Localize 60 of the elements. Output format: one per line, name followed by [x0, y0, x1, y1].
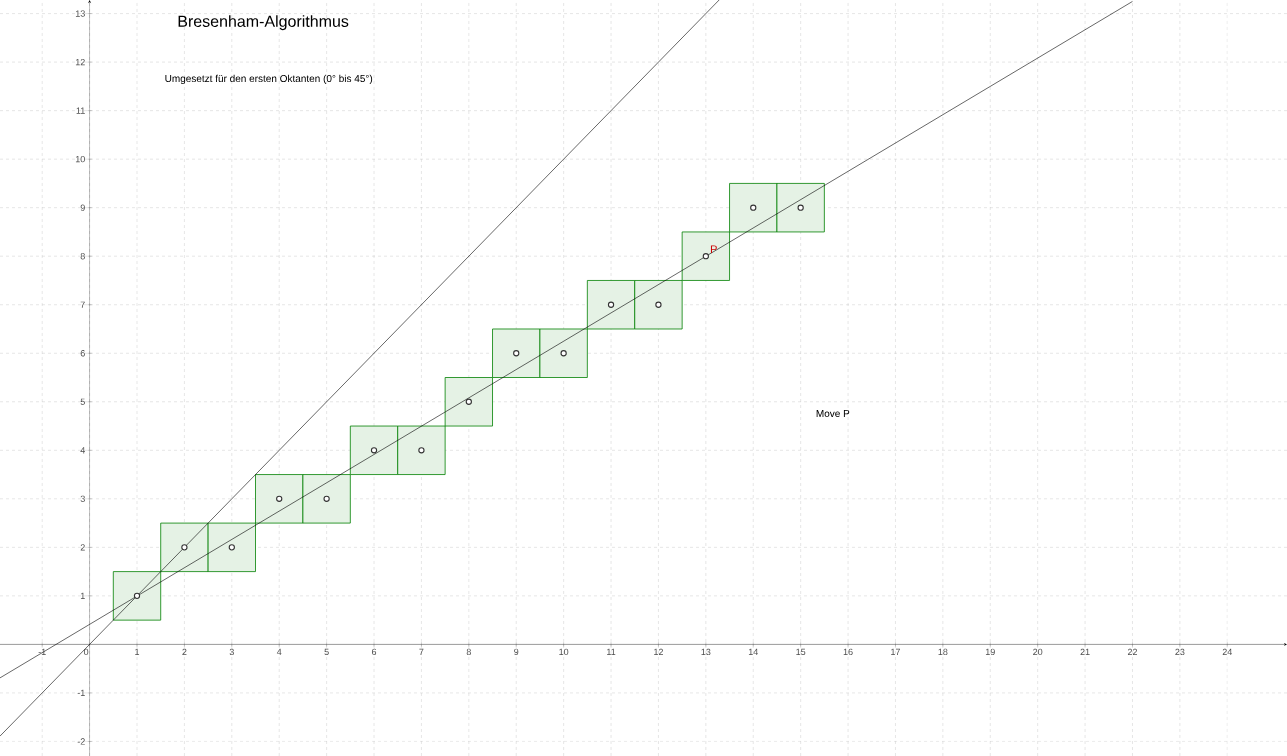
point — [370, 447, 378, 454]
y-tick-label: 3 — [80, 495, 85, 503]
x-tick-label: 0 — [83, 648, 89, 656]
point — [655, 301, 662, 308]
x-tick-label: 9 — [514, 648, 519, 656]
y-tick-label: 8 — [80, 253, 85, 260]
y-tick-label: 11 — [76, 107, 85, 114]
point — [465, 398, 472, 405]
point — [228, 544, 235, 551]
text: Bresenham-Algorithmus — [178, 15, 349, 31]
point — [607, 301, 615, 308]
y-tick-label: 9 — [80, 204, 85, 211]
x-tick-label: 2 — [182, 648, 187, 656]
y-tick-label: 6 — [80, 350, 85, 357]
point — [323, 495, 330, 502]
bar — [112, 571, 162, 621]
x-tick-label: 20 — [1033, 648, 1043, 656]
x-tick-label: 10 — [559, 648, 569, 656]
x-tick-label: 1 — [135, 648, 140, 655]
y-tick-label: 2 — [80, 544, 85, 551]
y-tick-label: 12 — [75, 58, 85, 66]
x-tick-label: 12 — [654, 648, 663, 656]
point — [276, 495, 283, 502]
y-tick-label: -2 — [77, 738, 85, 745]
x-tick-label: 3 — [229, 648, 234, 656]
x-tick-label: 23 — [1175, 648, 1185, 656]
y-tick-label: 10 — [75, 155, 85, 163]
x-tick-label: 13 — [701, 648, 711, 656]
y-tick-label: 4 — [80, 447, 85, 454]
x-tick-label: 24 — [1222, 648, 1233, 656]
point — [560, 350, 567, 357]
y-tick-label: -1 — [77, 689, 85, 697]
x-tick-label: 11 — [607, 648, 616, 655]
annotation: Umgesetzt für den ersten Oktanten (0° bis 45°) — [165, 74, 373, 85]
x-tick-label: 18 — [938, 648, 948, 656]
x-tick-label: 17 — [891, 648, 900, 655]
x-tick-label: 5 — [324, 648, 329, 656]
point — [750, 204, 757, 211]
x-tick-label: 16 — [843, 648, 853, 656]
y-tick-label: 5 — [80, 398, 85, 405]
y-tick-label: 13 — [75, 10, 85, 17]
point — [418, 447, 425, 454]
x-tick-label: 15 — [796, 648, 806, 656]
x-tick-label: 19 — [985, 648, 995, 656]
x-tick-label: 6 — [371, 648, 377, 656]
point — [133, 592, 141, 600]
x-tick-label: 21 — [1080, 648, 1090, 656]
y-tick-label: 7 — [80, 301, 85, 308]
point — [513, 350, 520, 357]
x-tick-label: 14 — [748, 648, 758, 655]
x-tick-label: 22 — [1127, 648, 1138, 656]
annotation: Move P — [816, 410, 850, 418]
point — [181, 544, 188, 551]
point — [702, 253, 709, 260]
x-tick-label: 8 — [466, 648, 471, 656]
x-tick-label: 7 — [419, 648, 424, 655]
y-tick-label: 1 — [80, 592, 85, 599]
x-tick-label: 4 — [276, 648, 282, 655]
annotation: P — [710, 245, 717, 253]
point — [797, 204, 804, 211]
